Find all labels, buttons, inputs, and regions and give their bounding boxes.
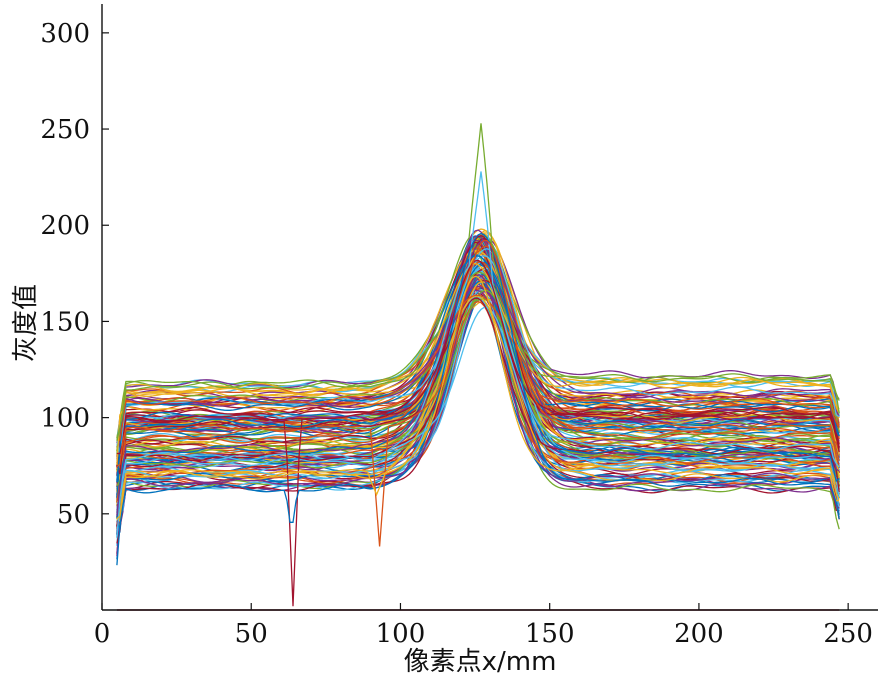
profile-line bbox=[116, 245, 840, 500]
profile-line bbox=[116, 274, 840, 528]
x-tick-label: 0 bbox=[94, 619, 111, 649]
y-tick-label: 100 bbox=[40, 404, 90, 434]
profile-line bbox=[116, 123, 840, 441]
x-tick-label: 150 bbox=[525, 619, 575, 649]
profile-line bbox=[116, 255, 840, 522]
y-tick-label: 300 bbox=[40, 19, 90, 49]
y-tick-label: 150 bbox=[40, 307, 90, 337]
y-tick-label: 50 bbox=[57, 500, 90, 530]
profile-line bbox=[116, 237, 840, 525]
profile-line bbox=[116, 239, 840, 547]
profile-line bbox=[116, 274, 840, 444]
ticks: 0 50 100 150 200 250 50 100 150 200 250 300 bbox=[40, 19, 873, 649]
profile-line bbox=[116, 271, 840, 451]
profile-line bbox=[116, 239, 840, 490]
x-tick-label: 100 bbox=[376, 619, 426, 649]
y-axis-label: 灰度值 bbox=[11, 284, 41, 362]
profile-line bbox=[116, 269, 840, 503]
profile-line bbox=[116, 275, 840, 520]
x-tick-label: 250 bbox=[823, 619, 873, 649]
profile-line bbox=[116, 246, 840, 530]
profile-line bbox=[116, 171, 840, 537]
profile-line bbox=[116, 281, 840, 504]
profile-line bbox=[116, 294, 840, 442]
profile-line bbox=[116, 255, 840, 483]
profile-line bbox=[116, 300, 840, 504]
profile-line bbox=[116, 240, 840, 516]
axes bbox=[101, 4, 878, 611]
plot-area bbox=[116, 123, 840, 611]
y-tick-label: 250 bbox=[40, 115, 90, 145]
profile-line bbox=[116, 234, 840, 475]
profile-line bbox=[116, 262, 840, 466]
profile-line bbox=[116, 280, 840, 490]
profile-line bbox=[116, 261, 840, 469]
x-tick-label: 200 bbox=[674, 619, 724, 649]
x-axis-label: 像素点x/mm bbox=[404, 647, 557, 677]
profile-line bbox=[116, 298, 840, 471]
x-tick-label: 50 bbox=[235, 619, 268, 649]
profile-line bbox=[116, 295, 840, 523]
profile-line bbox=[116, 232, 840, 566]
profile-line bbox=[116, 262, 840, 499]
profile-line bbox=[116, 241, 840, 468]
y-tick-label: 200 bbox=[40, 211, 90, 241]
profile-line bbox=[116, 259, 840, 607]
